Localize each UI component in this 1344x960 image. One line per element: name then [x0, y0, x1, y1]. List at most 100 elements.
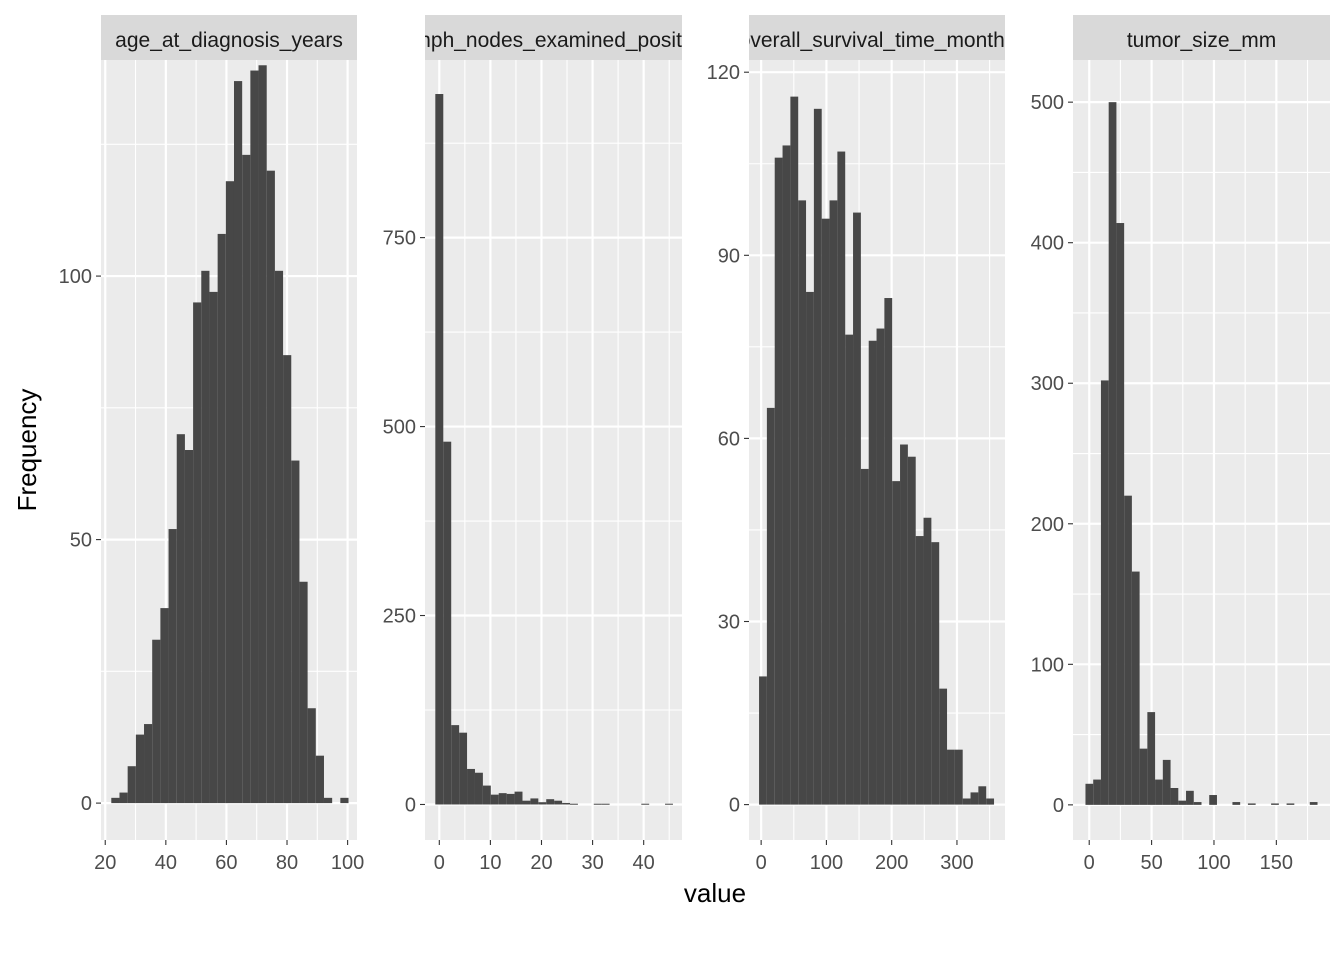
histogram-bar — [299, 581, 308, 804]
y-tick-label: 300 — [1031, 373, 1064, 395]
histogram-bar — [258, 65, 267, 804]
histogram-bar — [217, 233, 226, 804]
histogram-bar — [923, 517, 932, 805]
histogram-bar — [135, 734, 145, 804]
histogram-bar — [459, 732, 468, 805]
facet-panel: lymph_nodes_examined_positive 0 250 500 750 0… — [383, 15, 682, 874]
y-tick-label: 90 — [718, 245, 740, 267]
histogram-bar — [443, 441, 452, 805]
histogram-bar — [853, 212, 861, 805]
histogram-bar — [970, 792, 979, 805]
histogram-bar — [538, 802, 547, 805]
histogram-bar — [266, 170, 275, 804]
facet-panel: overall_survival_time_months 0 30 60 90 120 0 1… — [707, 15, 1016, 874]
histogram-bar — [1100, 380, 1109, 805]
x-tick-label: 30 — [581, 852, 603, 874]
histogram-bar — [1271, 803, 1279, 805]
histogram-bar — [144, 724, 153, 804]
x-tick-label: 60 — [215, 852, 237, 874]
histogram-bar — [323, 797, 333, 804]
x-tick-label: 100 — [810, 852, 843, 874]
histogram-bar — [201, 270, 210, 804]
histogram-bar — [1093, 779, 1101, 805]
histogram-bar — [1124, 495, 1132, 805]
histogram-bar — [340, 797, 349, 804]
histogram-bar — [798, 200, 807, 805]
x-tick-label: 0 — [756, 852, 767, 874]
histogram-bar — [225, 181, 234, 804]
y-tick-label: 100 — [59, 266, 92, 288]
histogram-bars — [111, 65, 349, 804]
histogram-bar — [506, 793, 515, 805]
histogram-bar — [1178, 800, 1187, 805]
y-tick-label: 120 — [707, 62, 740, 84]
histogram-bar — [152, 639, 161, 804]
y-tick-label: 0 — [729, 795, 740, 817]
facet-strip-label: overall_survival_time_months — [739, 29, 1016, 52]
histogram-bar — [168, 529, 177, 804]
y-tick-label: 60 — [718, 428, 740, 450]
histogram-bar — [766, 407, 775, 805]
histogram-bar — [570, 803, 578, 805]
histogram-bar — [474, 772, 483, 805]
histogram-bar — [1116, 223, 1125, 805]
histogram-bar — [1162, 759, 1171, 805]
y-tick-label: 30 — [718, 612, 740, 634]
histogram-bar — [962, 798, 971, 805]
histogram-bar — [1147, 712, 1156, 805]
x-tick-label: 0 — [1084, 852, 1095, 874]
facet-panel: tumor_size_mm 0 100 200 300 400 500 0 50 100 150 — [1031, 15, 1330, 874]
histogram-bar — [931, 542, 940, 805]
y-tick-label: 500 — [383, 417, 416, 439]
histogram-bar — [1286, 803, 1295, 805]
x-tick-label: 150 — [1260, 852, 1293, 874]
histogram-bar — [498, 793, 507, 805]
histogram-bar — [845, 334, 854, 805]
histogram-bar — [482, 785, 491, 805]
facet-strip — [425, 15, 682, 60]
histogram-bar — [892, 481, 901, 805]
histogram-bar — [1131, 571, 1140, 805]
y-tick-label: 250 — [383, 606, 416, 628]
facet-strip — [749, 15, 1005, 60]
histogram-bar — [907, 456, 916, 805]
histogram-bar — [315, 755, 324, 804]
y-tick-label: 200 — [1031, 514, 1064, 536]
facet-strip — [1073, 15, 1330, 60]
x-tick-label: 10 — [479, 852, 501, 874]
x-tick-label: 40 — [155, 852, 177, 874]
histogram-bar — [1186, 790, 1194, 805]
histogram-bar — [522, 800, 531, 805]
x-tick-label: 20 — [530, 852, 552, 874]
histogram-bars — [759, 96, 995, 805]
x-tick-label: 100 — [1197, 852, 1230, 874]
x-tick-label: 300 — [940, 852, 973, 874]
histogram-bar — [813, 108, 822, 805]
histogram-bar — [593, 803, 602, 805]
histogram-bar — [954, 749, 963, 805]
histogram-bar — [986, 798, 995, 805]
histogram-bars — [435, 94, 673, 805]
histogram-bar — [546, 799, 555, 805]
histogram-bar — [939, 688, 948, 805]
histogram-bar — [601, 803, 610, 805]
x-tick-label: 50 — [1140, 852, 1162, 874]
histogram-bar — [1232, 802, 1241, 805]
histogram-bar — [184, 450, 194, 804]
histogram-bar — [530, 798, 539, 805]
histogram-bar — [490, 794, 499, 805]
x-tick-label: 200 — [875, 852, 908, 874]
histogram-bar — [884, 298, 893, 805]
histogram-bar — [1108, 102, 1117, 805]
y-tick-label: 400 — [1031, 233, 1064, 255]
histogram-bar — [562, 802, 571, 805]
histogram-bar — [860, 468, 869, 805]
facet-strip-label: age_at_diagnosis_years — [115, 29, 343, 52]
histogram-bar — [759, 676, 767, 805]
histogram-bar — [774, 157, 783, 805]
histogram-bar — [209, 291, 218, 804]
histogram-bar — [435, 94, 444, 805]
x-tick-label: 40 — [633, 852, 655, 874]
histogram-bar — [1139, 748, 1148, 805]
